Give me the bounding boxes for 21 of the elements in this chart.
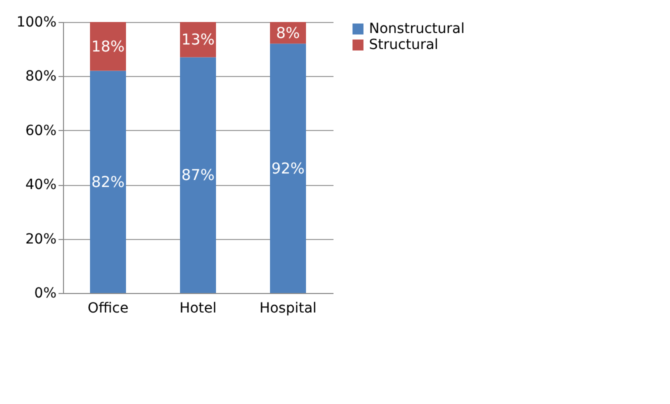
bar (90, 70, 126, 293)
legend-label: Structural (369, 37, 438, 53)
y-tick-label: 100% (16, 14, 56, 30)
data-label: 87% (181, 166, 215, 184)
bar (90, 22, 126, 71)
bar (180, 57, 216, 293)
data-label: 92% (271, 159, 305, 178)
x-tick-label: Office (88, 300, 128, 316)
y-tick-label: 60% (25, 122, 56, 139)
data-label: 13% (181, 30, 215, 49)
data-label: 18% (91, 37, 125, 56)
y-tick-label: 40% (25, 177, 56, 194)
bar (270, 44, 306, 293)
y-tick-label: 0% (34, 286, 56, 302)
data-label: 82% (91, 172, 125, 191)
data-label: 8% (276, 24, 300, 42)
y-tick-label: 20% (25, 231, 56, 248)
y-tick-label: 80% (25, 68, 56, 85)
x-tick-label: Hospital (259, 300, 317, 316)
legend-label: Nonstructural (369, 21, 465, 37)
x-tick-label: Hotel (179, 300, 217, 316)
